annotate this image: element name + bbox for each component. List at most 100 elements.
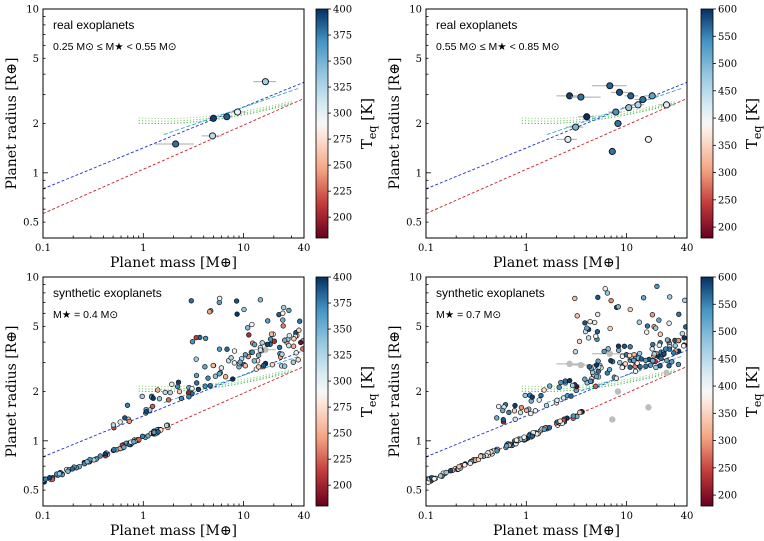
colorbar-tick-label: 200 (718, 491, 737, 502)
synthetic-planet (643, 357, 649, 364)
colorbar-tick-label: 550 (718, 32, 737, 43)
colorbar-tick-label: 300 (718, 436, 737, 447)
synthetic-planet (295, 357, 301, 363)
colorbar-tick-label: 350 (333, 325, 352, 336)
synthetic-planet (653, 325, 659, 331)
synthetic-planet (264, 341, 270, 348)
colorbar-tick-label: 250 (718, 463, 737, 474)
panel-subtitle: M★ = 0.7 M⊙ (436, 309, 501, 321)
synthetic-planet (637, 364, 643, 370)
x-tick-label: 40 (298, 243, 311, 254)
synthetic-planet (193, 372, 200, 379)
observed-point (577, 361, 585, 369)
x-tick-label: 10 (237, 511, 250, 522)
synthetic-planet (150, 395, 156, 401)
synthetic-planet (607, 325, 613, 332)
x-tick-label: 0.1 (418, 511, 434, 522)
synthetic-planet (286, 332, 292, 339)
synthetic-planet (207, 382, 213, 389)
synthetic-planet (504, 443, 510, 449)
synthetic-planet (617, 359, 623, 366)
colorbar-tick-label: 400 (718, 382, 737, 393)
synthetic-planet (636, 319, 642, 325)
synthetic-planet (626, 352, 633, 359)
colorbar-label: Teq [K] (743, 98, 764, 149)
synthetic-planet (257, 297, 264, 303)
y-axis-label: Planet radius [R⊕] (387, 326, 403, 458)
synthetic-planet (608, 357, 614, 364)
synthetic-planet (216, 346, 223, 352)
y-tick-label: 10 (409, 273, 422, 284)
x-axis-label: Planet mass [M⊕] (493, 255, 620, 271)
green-model-curve (521, 370, 675, 390)
synthetic-planet (242, 352, 249, 358)
synthetic-planet (242, 363, 249, 369)
exoplanet-point (614, 119, 622, 128)
synthetic-planet (521, 434, 527, 440)
x-tick-label: 40 (681, 511, 694, 522)
synthetic-planet (513, 437, 520, 443)
synthetic-planet (477, 453, 484, 459)
y-tick-label: 0.5 (406, 486, 422, 497)
exoplanet-point (627, 92, 635, 100)
synthetic-planet (608, 297, 614, 304)
synthetic-planet (210, 362, 216, 369)
green-model-curve (521, 368, 675, 388)
synthetic-planet (437, 473, 444, 479)
synthetic-planet (186, 394, 192, 400)
synthetic-planet (543, 402, 550, 409)
green-model-curve (138, 371, 292, 392)
synthetic-planet (268, 331, 275, 337)
exoplanet-point (615, 88, 624, 96)
synthetic-planet (496, 403, 502, 410)
synthetic-planet (582, 376, 588, 382)
exoplanet-point (572, 123, 580, 131)
x-tick-label: 0.1 (418, 243, 434, 254)
synthetic-planet (613, 375, 620, 381)
panel-title: real exoplanets (436, 18, 517, 32)
synthetic-planet (143, 409, 150, 415)
exoplanet-point (634, 101, 642, 109)
x-tick-label: 0.1 (35, 243, 51, 254)
synthetic-planet (56, 471, 63, 477)
colorbar (700, 276, 714, 507)
relation-line-red (43, 98, 304, 215)
y-tick-label: 0.5 (23, 486, 39, 497)
synthetic-planet (592, 319, 598, 326)
synthetic-planet (251, 341, 258, 348)
synthetic-planet (664, 337, 671, 343)
observed-point (566, 360, 573, 368)
synthetic-planet (538, 392, 544, 399)
synthetic-planet (594, 373, 600, 380)
synthetic-planet (506, 409, 512, 416)
synthetic-planet (97, 453, 103, 459)
synthetic-planet (467, 460, 473, 466)
colorbar-tick-label: 200 (333, 481, 352, 492)
synthetic-planet (431, 476, 437, 482)
synthetic-planet (156, 396, 163, 402)
y-tick-label: 5 (416, 54, 422, 65)
x-tick-label: 10 (620, 243, 633, 254)
colorbar-tick-label: 250 (333, 429, 352, 440)
synthetic-planet (293, 350, 299, 356)
x-tick-label: 1 (140, 511, 146, 522)
x-tick-label: 1 (523, 511, 529, 522)
synthetic-planet (569, 382, 576, 389)
synthetic-planet (286, 307, 292, 314)
panel-subtitle: 0.55 M⊙ ≤ M★ < 0.85 M⊙ (436, 41, 560, 53)
synthetic-planet (202, 335, 209, 342)
observed-point (663, 369, 670, 377)
synthetic-planet (562, 378, 568, 384)
synthetic-planet (594, 328, 601, 335)
colorbar-tick-label: 400 (333, 5, 352, 16)
colorbar-tick-label: 350 (333, 57, 352, 68)
colorbar-tick-label: 600 (718, 5, 737, 16)
green-model-curve (521, 371, 675, 392)
synthetic-planet (647, 362, 654, 368)
synthetic-planet (165, 397, 172, 403)
synthetic-planet (443, 469, 449, 476)
synthetic-planet (605, 346, 611, 352)
synthetic-planet (224, 346, 230, 352)
exoplanet-point (608, 147, 616, 156)
